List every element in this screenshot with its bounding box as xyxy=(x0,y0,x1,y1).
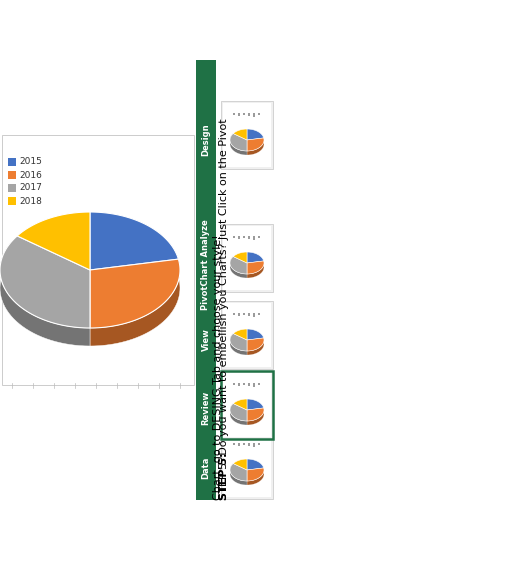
Polygon shape xyxy=(230,403,247,425)
Bar xyxy=(223,433,271,497)
Polygon shape xyxy=(230,333,247,355)
Polygon shape xyxy=(247,399,264,410)
Polygon shape xyxy=(90,259,180,328)
Bar xyxy=(8,197,16,205)
Text: Chart, go to DESING Tab and choose your style!: Chart, go to DESING Tab and choose your … xyxy=(213,234,223,500)
Polygon shape xyxy=(230,134,247,155)
Polygon shape xyxy=(247,252,264,263)
Polygon shape xyxy=(230,333,247,351)
Text: PivotChart Analyze: PivotChart Analyze xyxy=(202,220,211,310)
Text: 2015: 2015 xyxy=(19,157,42,167)
Polygon shape xyxy=(233,399,247,410)
Bar xyxy=(223,373,271,437)
Bar xyxy=(8,171,16,179)
Bar xyxy=(221,371,273,439)
Polygon shape xyxy=(230,134,247,151)
Bar xyxy=(8,158,16,166)
Polygon shape xyxy=(0,236,90,328)
Polygon shape xyxy=(247,138,264,155)
Polygon shape xyxy=(233,252,247,263)
Polygon shape xyxy=(247,129,264,140)
Bar xyxy=(221,301,273,369)
Bar xyxy=(2,135,194,385)
Bar xyxy=(196,60,216,500)
Polygon shape xyxy=(247,408,264,421)
Polygon shape xyxy=(247,138,264,151)
Bar xyxy=(223,103,271,167)
Polygon shape xyxy=(247,261,264,274)
Bar xyxy=(221,224,273,292)
Polygon shape xyxy=(247,329,264,340)
Polygon shape xyxy=(247,261,264,278)
Bar xyxy=(221,101,273,169)
Text: Review: Review xyxy=(202,391,211,425)
Polygon shape xyxy=(247,408,264,425)
Polygon shape xyxy=(230,257,247,274)
Text: 2016: 2016 xyxy=(19,170,42,180)
Polygon shape xyxy=(247,338,264,351)
Text: 2018: 2018 xyxy=(19,196,42,205)
Text: STEP 5:: STEP 5: xyxy=(219,452,229,500)
Polygon shape xyxy=(247,468,264,481)
Bar xyxy=(223,226,271,290)
Polygon shape xyxy=(90,259,180,346)
Polygon shape xyxy=(233,129,247,140)
Bar xyxy=(223,303,271,367)
Text: 2017: 2017 xyxy=(19,184,42,192)
Polygon shape xyxy=(233,329,247,340)
Polygon shape xyxy=(230,463,247,485)
Text: Data: Data xyxy=(202,457,211,479)
Text: STEP 5: Do you want to embellish you Charts? Just Click on the Pivot: STEP 5: Do you want to embellish you Cha… xyxy=(219,118,229,500)
Polygon shape xyxy=(233,459,247,470)
Text: Design: Design xyxy=(202,124,211,156)
Text: View: View xyxy=(202,329,211,352)
Polygon shape xyxy=(247,338,264,355)
Polygon shape xyxy=(230,257,247,278)
Bar xyxy=(221,431,273,499)
Polygon shape xyxy=(230,403,247,421)
Bar xyxy=(8,184,16,192)
Polygon shape xyxy=(247,459,264,470)
Polygon shape xyxy=(0,236,90,346)
Polygon shape xyxy=(90,212,178,270)
Polygon shape xyxy=(247,468,264,485)
Polygon shape xyxy=(230,463,247,481)
Polygon shape xyxy=(17,212,90,270)
